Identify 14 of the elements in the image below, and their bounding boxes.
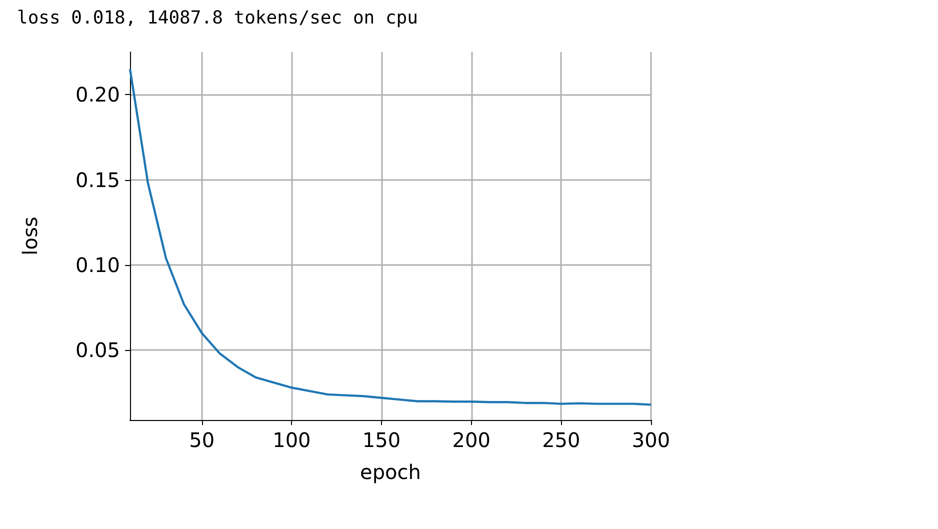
x-tick-label: 150 [362, 428, 401, 452]
x-tick-label: 300 [632, 428, 670, 452]
x-tick-label: 100 [272, 428, 311, 452]
x-tick-label: 50 [189, 428, 215, 452]
y-tick-label: 0.20 [75, 82, 120, 107]
chart-title: loss 0.018, 14087.8 tokens/sec on cpu [17, 8, 418, 28]
x-axis-title: epoch [360, 460, 421, 484]
y-tick-label: 0.15 [75, 168, 120, 192]
x-tick-label: 200 [452, 428, 490, 452]
y-tick-label: 0.05 [75, 338, 120, 362]
x-tick-label: 250 [542, 428, 580, 452]
y-tick-label: 0.10 [75, 252, 120, 277]
y-axis-title: loss [18, 216, 42, 256]
line-series [128, 68, 652, 406]
